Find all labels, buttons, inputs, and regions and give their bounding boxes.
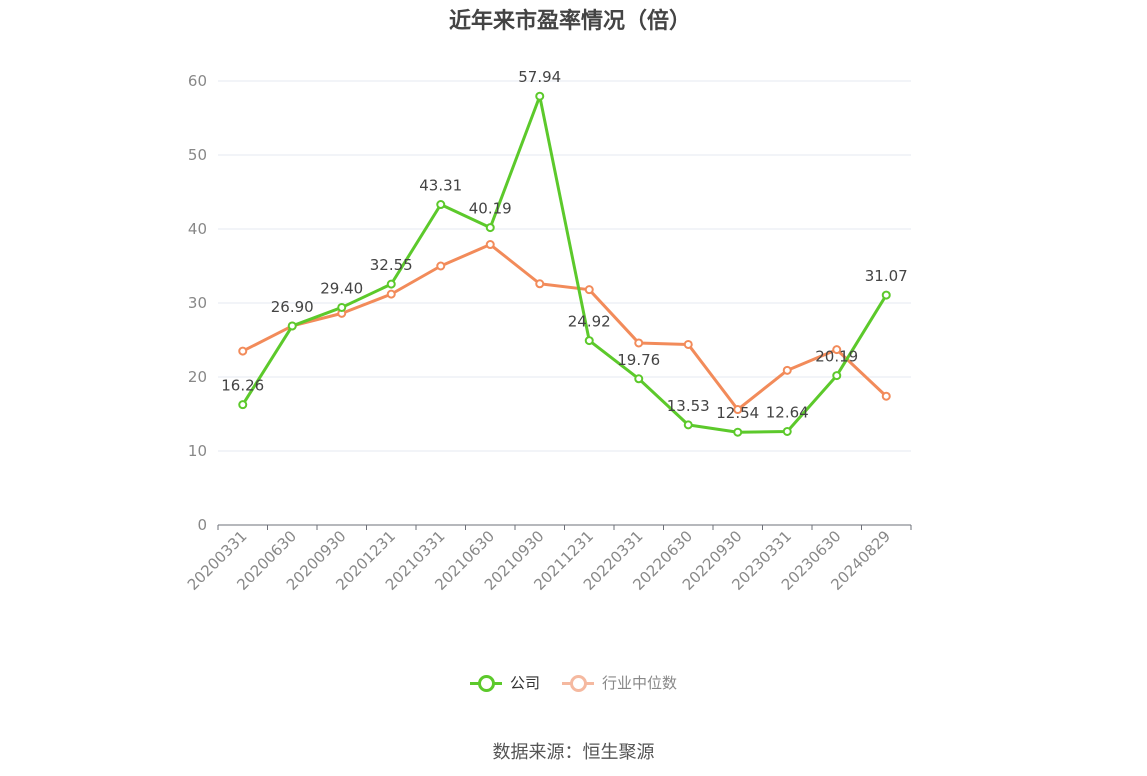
legend-item-industry[interactable]: 行业中位数 (562, 672, 677, 693)
data-point-company (238, 400, 248, 410)
data-label-company: 57.94 (518, 68, 561, 86)
data-point-industry (535, 279, 545, 289)
data-point-industry (436, 261, 446, 271)
data-label-company: 40.19 (469, 200, 512, 218)
data-point-industry (584, 285, 594, 295)
y-tick-label: 50 (188, 146, 207, 164)
y-tick-label: 30 (188, 294, 207, 312)
y-tick-label: 0 (197, 516, 207, 534)
data-point-company (337, 302, 347, 312)
data-point-company (535, 91, 545, 101)
data-point-industry (634, 338, 644, 348)
data-point-company (634, 374, 644, 384)
data-label-company: 29.40 (320, 279, 363, 297)
data-label-company: 12.64 (766, 403, 809, 421)
grid-lines (218, 80, 911, 452)
data-label-company: 13.53 (667, 397, 710, 415)
data-label-company: 16.26 (221, 377, 264, 395)
legend-company-label: 公司 (509, 674, 540, 692)
data-label-company: 19.76 (617, 351, 660, 369)
y-tick-label: 20 (188, 368, 207, 386)
data-point-company (436, 200, 446, 210)
y-tick-label: 10 (188, 442, 207, 460)
data-point-company (683, 420, 693, 430)
legend-company-marker (469, 674, 502, 692)
chart-title: 近年来市盈率情况（倍） (448, 9, 691, 34)
data-point-industry (832, 345, 842, 355)
legend: 公司 行业中位数 (0, 672, 1147, 693)
data-point-company (584, 336, 594, 346)
data-label-company: 12.54 (716, 404, 759, 422)
data-point-company (287, 321, 297, 331)
data-label-company: 32.55 (370, 256, 413, 274)
series-line-company (241, 94, 888, 434)
data-point-industry (782, 365, 792, 375)
data-point-company (485, 223, 495, 233)
legend-industry-marker (562, 674, 594, 692)
data-point-company (782, 426, 792, 436)
data-point-industry (485, 240, 495, 250)
y-tick-label: 40 (188, 220, 207, 238)
data-point-company (386, 279, 396, 289)
axes: 0102030405060202003312020063020200930202… (184, 72, 912, 594)
data-source-note: 数据来源：恒生聚源 (492, 742, 655, 763)
data-labels: 16.26 26.90 29.40 32.55 43.31 40.19 57.94 24.92… (221, 68, 907, 422)
data-point-industry (386, 289, 396, 299)
data-point-company (881, 290, 891, 300)
data-point-industry (238, 346, 248, 356)
series-line-industry (242, 243, 888, 412)
legend-item-company[interactable]: 公司 (469, 672, 540, 693)
data-point-industry (683, 339, 693, 349)
data-point-company (832, 371, 842, 381)
data-label-company: 26.90 (271, 298, 314, 316)
data-point-industry (733, 405, 743, 415)
data-point-company (733, 427, 743, 437)
data-label-company: 43.31 (419, 177, 462, 195)
series-layer (238, 91, 891, 437)
data-label-company: 31.07 (865, 267, 908, 285)
data-point-industry (881, 391, 891, 401)
data-label-company: 24.92 (568, 313, 611, 331)
legend-industry-label: 行业中位数 (602, 674, 678, 692)
y-tick-label: 60 (188, 72, 207, 90)
line-chart: 0102030405060202003312020063020200930202… (184, 68, 912, 594)
data-label-company: 20.19 (815, 348, 858, 366)
